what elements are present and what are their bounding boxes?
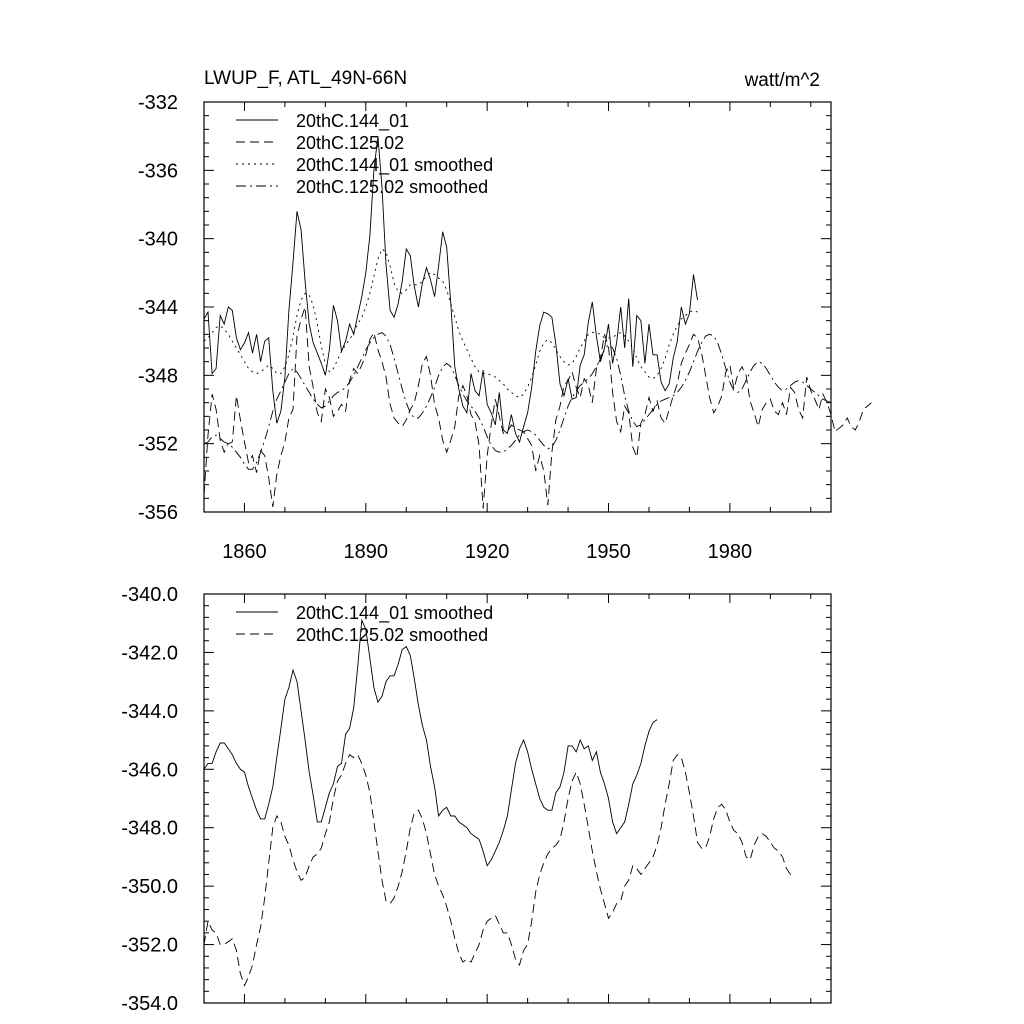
y-tick-label: -340 [138,229,178,251]
plot-frame [203,593,832,1004]
units-label: watt/m^2 [744,70,820,91]
y-tick-label: -336 [138,160,178,182]
x-tick-label: 1860 [222,541,267,563]
series-line-2 [203,306,872,509]
y-tick-label: -344.0 [121,701,178,723]
series-line-3 [203,248,698,399]
x-tick-label: 1920 [465,541,510,563]
y-tick-label: -348.0 [121,818,178,840]
legend-label: 20thC.144_01 smoothed [296,155,493,176]
y-tick-label: -340.0 [121,584,178,606]
legend-label: 20thC.125.02 [296,133,404,153]
bottom-panel: -354.0 -352.0 -350.0 -348.0 -346.0 -344.0 -342… [121,584,832,1015]
legend-label: 20thC.144_01 smoothed [296,603,493,624]
legend-label: 20thC.125.02 smoothed [296,625,488,645]
y-tick-label: -346.0 [121,759,178,781]
y-tick-label: -348 [138,365,178,387]
top-panel: 1860 1890 1920 1950 1980 -356 -352 -348 -344 -340… [138,92,872,563]
y-tick-label: -350.0 [121,876,178,898]
y-tick-label: -332 [138,92,178,114]
legend-label: 20thC.125.02 smoothed [296,177,488,197]
series-line-2 [203,754,795,987]
x-tick-label: 1980 [708,541,753,563]
y-tick-label: -352.0 [121,935,178,957]
x-tick-label: 1950 [586,541,631,563]
y-tick-label: -344 [138,297,178,319]
series-line-4 [203,332,832,470]
chart-title: LWUP_F, ATL_49N-66N [204,68,407,89]
y-tick-label: -352 [138,434,178,456]
series-line-1 [203,136,698,444]
y-tick-label: -342.0 [121,642,178,664]
legend-label: 20thC.144_01 [296,111,409,132]
y-tick-label: -356 [138,502,178,524]
x-tick-label: 1890 [344,541,389,563]
y-tick-label: -354.0 [121,993,178,1015]
series-line-1 [203,618,658,867]
